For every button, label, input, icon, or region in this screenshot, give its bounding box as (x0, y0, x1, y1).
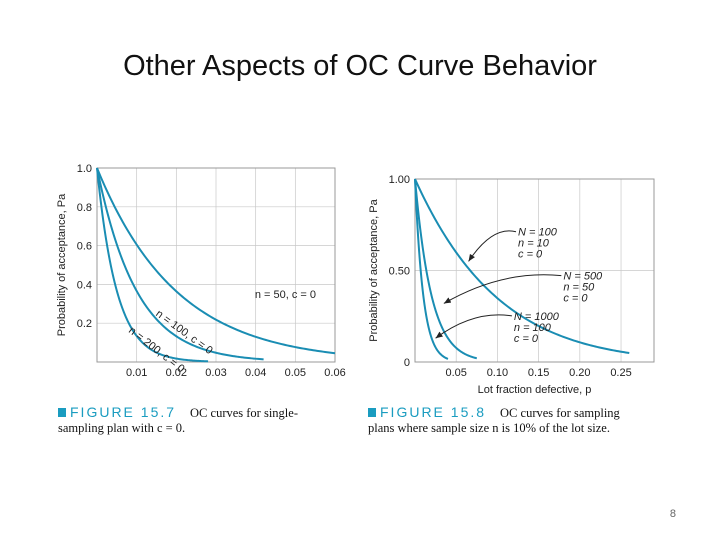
x-tick-label: 0.04 (245, 367, 266, 379)
y-tick-label: 1.0 (77, 163, 92, 175)
oc-curve-series-1 (414, 178, 630, 354)
x-axis-label: Lot fraction defective, p (159, 384, 273, 385)
y-axis-label: Probability of acceptance, Pa (56, 193, 68, 336)
figure-15-8-chart: 0.05 0.10 0.15 0.20 0.25 0 0.50 1.00 Lot fractio… (365, 172, 665, 397)
figure-15-8-caption: FIGURE 15.8 OC curves for sampling plans … (368, 405, 668, 436)
y-axis-label: Probability of acceptance, Pa (368, 198, 380, 341)
annotation-line: c = 0 (514, 333, 539, 345)
figure-marker-icon (368, 408, 376, 417)
y-tick-label: 0.4 (77, 279, 92, 291)
x-tick-label: 0.05 (285, 367, 306, 379)
x-tick-label: 0.20 (569, 367, 590, 379)
x-axis-label: Lot fraction defective, p (478, 384, 592, 396)
figure-label: FIGURE 15.8 (380, 404, 487, 420)
oc-curve-series-1 (96, 167, 336, 355)
oc-curve-series-2 (96, 167, 264, 361)
y-tick-label: 0.2 (77, 318, 92, 330)
oc-curves-single-sampling-svg: 0.01 0.02 0.03 0.04 0.05 0.06 0.2 0.4 0.6 0.8 1.0 L… (56, 163, 346, 396)
caption-line-2: sampling plan with c = 0. (58, 421, 186, 435)
oc-curves-lot-size-svg: 0.05 0.10 0.15 0.20 0.25 0 0.50 1.00 Lot fractio… (368, 174, 655, 396)
figure-label: FIGURE 15.7 (70, 404, 177, 420)
y-tick-label: 0.8 (77, 202, 92, 214)
plot-frame (96, 167, 336, 363)
y-tick-label: 0.50 (389, 266, 410, 278)
caption-line-2: plans where sample size n is 10% of the … (368, 421, 610, 435)
oc-curve-series-3 (96, 167, 209, 363)
annotation-line: c = 0 (563, 293, 588, 305)
x-tick-label: 0.06 (324, 367, 345, 379)
annotation-line: n = 50 (563, 282, 595, 294)
figure-15-7-caption: FIGURE 15.7 OC curves for single- samplin… (58, 405, 348, 436)
x-tick-label: 0.15 (528, 367, 549, 379)
y-tick-label: 1.00 (389, 174, 410, 186)
x-tick-label: 0.05 (445, 367, 466, 379)
y-tick-label: 0.6 (77, 241, 92, 253)
y-tick-label: 0 (404, 357, 410, 369)
plot-frame (414, 178, 655, 363)
annotation-line: c = 0 (518, 249, 543, 261)
x-tick-label: 0.25 (610, 367, 631, 379)
oc-curve-series-2 (414, 178, 478, 360)
caption-line-1: OC curves for sampling (500, 406, 620, 420)
annotation-arrow (468, 230, 517, 262)
annotation-arrow (435, 314, 512, 339)
annotation-arrow (443, 274, 562, 304)
figure-15-7-chart: 0.01 0.02 0.03 0.04 0.05 0.06 0.2 0.4 0.6 0.8 1.0 L… (55, 160, 355, 396)
caption-line-1: OC curves for single- (190, 406, 298, 420)
x-tick-label: 0.10 (487, 367, 508, 379)
x-tick-label: 0.01 (126, 367, 147, 379)
curve-label-n50: n = 50, c = 0 (255, 289, 316, 301)
oc-curve-series-3 (414, 178, 449, 360)
annotation-line: N = 1000 (514, 311, 560, 323)
slide-title: Other Aspects of OC Curve Behavior (123, 50, 597, 82)
annotation-line: N = 500 (563, 271, 603, 283)
annotation-line: n = 100 (514, 322, 552, 334)
x-tick-label: 0.02 (166, 367, 187, 379)
page-number: 8 (669, 508, 676, 520)
annotation-line: N = 100 (518, 227, 558, 239)
annotation-line: n = 10 (518, 238, 550, 250)
figure-marker-icon (58, 408, 66, 417)
x-tick-label: 0.03 (205, 367, 226, 379)
